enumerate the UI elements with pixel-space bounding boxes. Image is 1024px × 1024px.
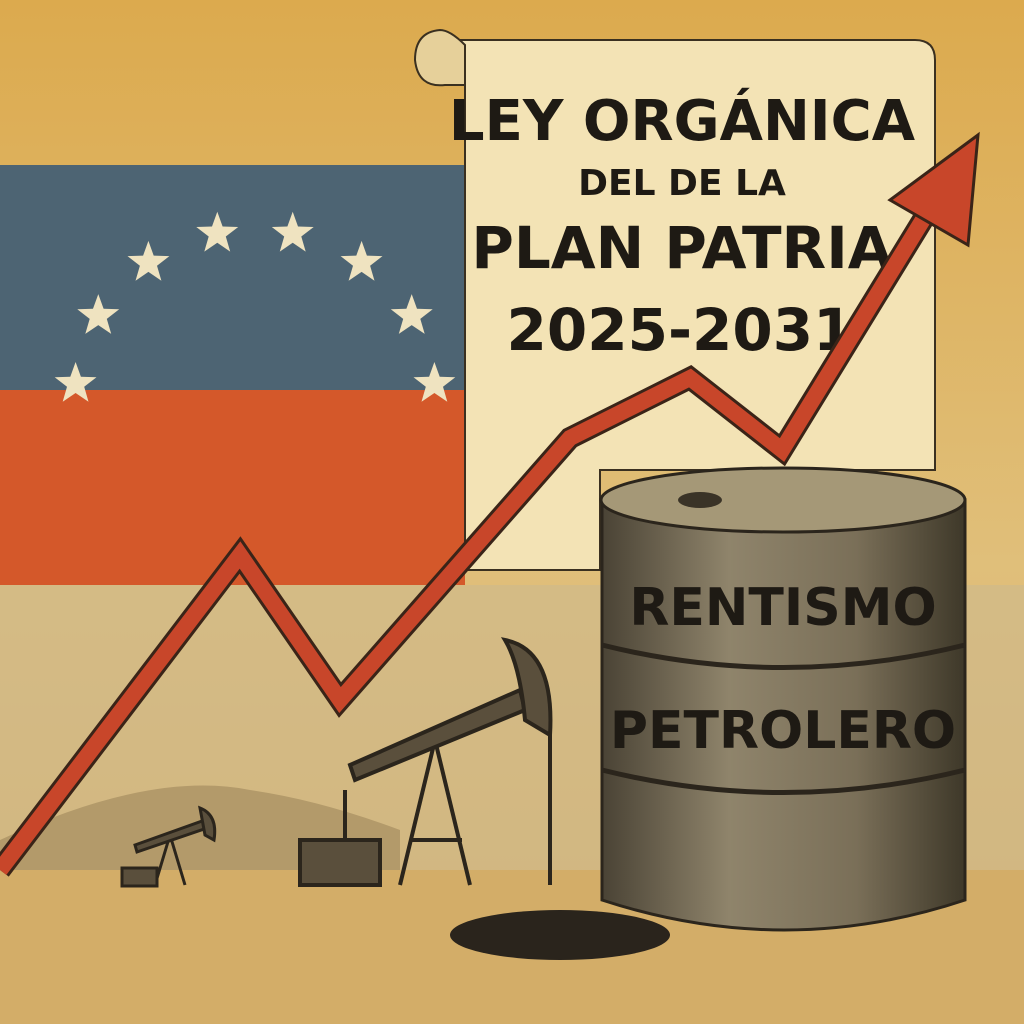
- scroll-title-line1: LEY ORGÁNICA: [449, 89, 916, 154]
- oil-barrel: RENTISMO PETROLERO: [599, 466, 967, 932]
- star-icon: [271, 211, 314, 252]
- scroll-title-line4: 2025-2031: [507, 296, 854, 364]
- oil-spill: [450, 910, 670, 960]
- venezuela-flag: [0, 165, 465, 585]
- star-icon: [196, 211, 239, 252]
- star-icon: [77, 294, 120, 334]
- oil-pumpjack-small: [120, 805, 217, 888]
- scroll-title-line3: PLAN PATRIA: [471, 214, 892, 282]
- scroll-title-line2: DEL DE LA: [578, 163, 786, 204]
- rising-arrow: [0, 131, 980, 877]
- arrow-head: [887, 131, 980, 248]
- star-icon: [127, 240, 170, 281]
- star-icon: [340, 240, 383, 281]
- star-icon: [390, 294, 433, 334]
- barrel-label-line2: PETROLERO: [610, 701, 956, 761]
- star-icon: [413, 362, 456, 402]
- barrel-label-line1: RENTISMO: [629, 578, 936, 638]
- oil-pumpjack-large: [298, 637, 553, 887]
- star-icon: [54, 362, 97, 402]
- flag-stars: [54, 211, 456, 402]
